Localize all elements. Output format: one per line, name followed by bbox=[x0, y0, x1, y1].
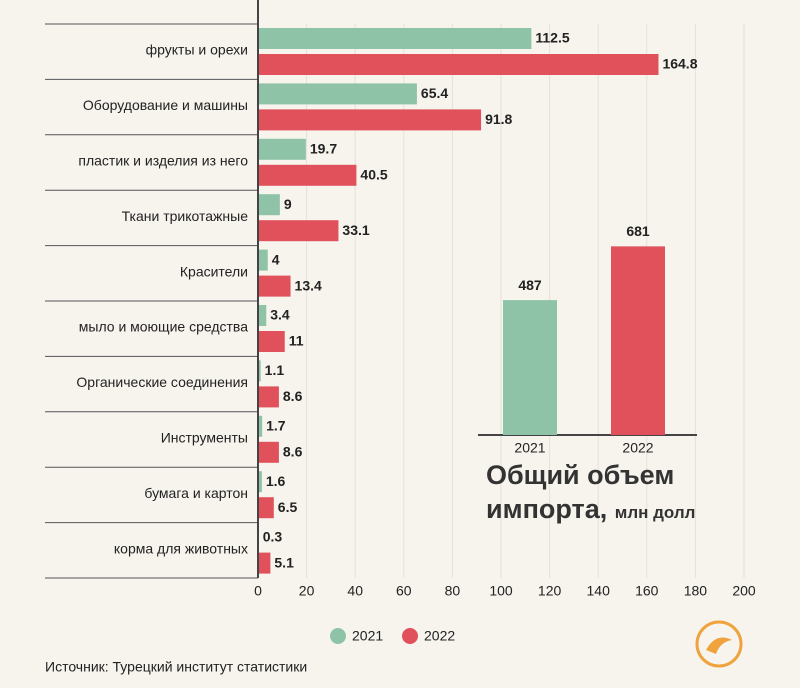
value-label: 91.8 bbox=[485, 111, 512, 127]
category-label: Ткани трикотажные bbox=[122, 208, 249, 224]
bar bbox=[258, 138, 306, 160]
bar bbox=[258, 275, 291, 297]
bar bbox=[258, 415, 263, 437]
value-label: 112.5 bbox=[535, 30, 569, 46]
value-label: 681 bbox=[626, 223, 650, 239]
category-label: Красители bbox=[180, 263, 248, 279]
title: Общий объем импорта, bbox=[486, 460, 675, 524]
source: Источник: Турецкий институт статистики bbox=[45, 659, 307, 675]
x-tick-label: 60 bbox=[396, 583, 412, 599]
category-label: Органические соединения bbox=[76, 374, 248, 390]
value-label: 487 bbox=[518, 277, 542, 293]
bar bbox=[258, 552, 271, 574]
category-label: пластик и изделия из него bbox=[78, 153, 248, 169]
bar bbox=[258, 331, 285, 352]
bar bbox=[258, 360, 261, 382]
x-tick-label: 100 bbox=[489, 583, 513, 599]
category-label: бумага и картон bbox=[144, 485, 248, 501]
bar bbox=[258, 28, 532, 49]
bar bbox=[258, 220, 339, 242]
bar bbox=[258, 109, 482, 131]
legend-swatch bbox=[402, 628, 418, 644]
category-label: Инструменты bbox=[161, 430, 248, 446]
bar bbox=[258, 83, 417, 105]
value-label: 1.6 bbox=[266, 473, 286, 489]
category-label: 2022 bbox=[622, 440, 653, 456]
x-tick-label: 20 bbox=[299, 583, 315, 599]
category-label: мыло и моющие средства bbox=[79, 319, 248, 335]
value-label: 33.1 bbox=[342, 222, 369, 238]
value-label: 5.1 bbox=[274, 554, 294, 570]
value-label: 1.1 bbox=[265, 362, 285, 378]
value-label: 3.4 bbox=[270, 307, 290, 323]
bar bbox=[258, 164, 357, 186]
value-label: 1.7 bbox=[266, 418, 286, 434]
legend-label: 2021 bbox=[352, 628, 383, 644]
legend-swatch bbox=[330, 628, 346, 644]
x-tick-label: 80 bbox=[445, 583, 461, 599]
x-tick-label: 0 bbox=[254, 583, 262, 599]
x-tick-label: 120 bbox=[538, 583, 562, 599]
value-label: 8.6 bbox=[283, 444, 303, 460]
bar bbox=[258, 305, 267, 326]
x-tick-label: 140 bbox=[587, 583, 611, 599]
value-label: 6.5 bbox=[278, 499, 298, 515]
value-label: 9 bbox=[284, 196, 292, 212]
value-label: 4 bbox=[272, 251, 280, 267]
bar bbox=[258, 194, 280, 216]
bar bbox=[258, 441, 279, 463]
category-label: Оборудование и машины bbox=[83, 97, 248, 113]
inset-title: Общий объем импорта, млн долл bbox=[486, 458, 726, 530]
bar bbox=[611, 246, 665, 435]
value-label: 8.6 bbox=[283, 388, 303, 404]
logo bbox=[695, 620, 743, 668]
x-tick-label: 180 bbox=[684, 583, 708, 599]
value-label: 0.3 bbox=[263, 528, 283, 544]
x-tick-label: 200 bbox=[732, 583, 756, 599]
legend-label: 2022 bbox=[424, 628, 455, 644]
value-label: 65.4 bbox=[421, 85, 448, 101]
bar bbox=[258, 386, 279, 408]
bar bbox=[258, 497, 274, 519]
value-label: 164.8 bbox=[662, 56, 697, 72]
x-tick-label: 160 bbox=[635, 583, 659, 599]
bar bbox=[258, 249, 268, 271]
subtitle: млн долл bbox=[614, 503, 696, 522]
bar bbox=[258, 54, 659, 75]
value-label: 19.7 bbox=[310, 141, 337, 157]
value-label: 13.4 bbox=[295, 277, 322, 293]
bar bbox=[258, 471, 262, 493]
value-label: 11 bbox=[289, 333, 304, 349]
value-label: 40.5 bbox=[360, 167, 387, 183]
category-label: 2021 bbox=[514, 440, 545, 456]
x-tick-label: 40 bbox=[347, 583, 363, 599]
category-label: фрукты и орехи bbox=[146, 42, 248, 58]
bar bbox=[503, 300, 557, 435]
category-label: корма для животных bbox=[114, 540, 248, 556]
